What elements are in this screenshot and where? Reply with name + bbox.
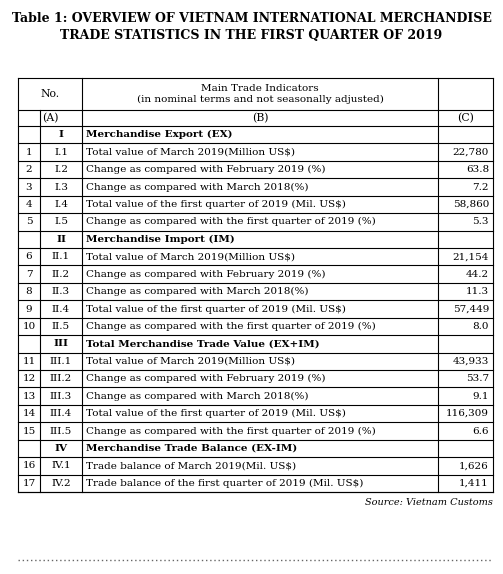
Text: Change as compared with the first quarter of 2019 (%): Change as compared with the first quarte…	[86, 426, 376, 436]
Text: (B): (B)	[252, 113, 268, 123]
Text: III: III	[53, 339, 68, 348]
Text: 21,154: 21,154	[453, 252, 489, 261]
Text: III.1: III.1	[50, 357, 72, 366]
Text: 17: 17	[22, 479, 36, 488]
Text: 22,780: 22,780	[453, 148, 489, 157]
Text: Trade balance of March 2019(Mil. US$): Trade balance of March 2019(Mil. US$)	[86, 461, 296, 470]
Text: Trade balance of the first quarter of 2019 (Mil. US$): Trade balance of the first quarter of 20…	[86, 479, 363, 488]
Text: 1: 1	[26, 148, 32, 157]
Text: Merchandise Import (IM): Merchandise Import (IM)	[86, 235, 235, 244]
Text: 5: 5	[26, 218, 32, 226]
Text: 3: 3	[26, 183, 32, 192]
Text: I.3: I.3	[54, 183, 68, 192]
Text: I.5: I.5	[54, 218, 68, 226]
Text: III.2: III.2	[50, 374, 72, 383]
Text: IV.2: IV.2	[51, 479, 71, 488]
Text: II.1: II.1	[52, 252, 70, 261]
Text: 2: 2	[26, 165, 32, 174]
Text: 11.3: 11.3	[466, 287, 489, 296]
Text: 53.7: 53.7	[466, 374, 489, 383]
Text: 5.3: 5.3	[472, 218, 489, 226]
Text: Change as compared with February 2019 (%): Change as compared with February 2019 (%…	[86, 374, 325, 383]
Text: Change as compared with March 2018(%): Change as compared with March 2018(%)	[86, 391, 308, 401]
Text: 57,449: 57,449	[453, 304, 489, 313]
Text: 14: 14	[22, 409, 36, 418]
Text: I.1: I.1	[54, 148, 68, 157]
Text: 9: 9	[26, 304, 32, 313]
Text: III.4: III.4	[50, 409, 72, 418]
Text: 7: 7	[26, 270, 32, 278]
Text: Total value of the first quarter of 2019 (Mil. US$): Total value of the first quarter of 2019…	[86, 409, 346, 418]
Text: Merchandise Export (EX): Merchandise Export (EX)	[86, 130, 232, 139]
Text: Change as compared with the first quarter of 2019 (%): Change as compared with the first quarte…	[86, 218, 376, 226]
Text: Source: Vietnam Customs: Source: Vietnam Customs	[365, 498, 493, 507]
Text: Total value of March 2019(Million US$): Total value of March 2019(Million US$)	[86, 357, 295, 366]
Text: 63.8: 63.8	[466, 165, 489, 174]
Text: 1,626: 1,626	[459, 461, 489, 470]
Text: Total Merchandise Trade Value (EX+IM): Total Merchandise Trade Value (EX+IM)	[86, 339, 319, 348]
Text: 1,411: 1,411	[459, 479, 489, 488]
Text: Change as compared with March 2018(%): Change as compared with March 2018(%)	[86, 183, 308, 192]
Text: III.5: III.5	[50, 426, 72, 436]
Text: IV: IV	[54, 444, 67, 453]
Text: II: II	[56, 235, 66, 244]
Text: II.5: II.5	[52, 322, 70, 331]
Text: 8.0: 8.0	[472, 322, 489, 331]
Text: 4: 4	[26, 200, 32, 209]
Text: 7.2: 7.2	[472, 183, 489, 192]
Text: 9.1: 9.1	[472, 391, 489, 401]
Text: 58,860: 58,860	[453, 200, 489, 209]
Text: 10: 10	[22, 322, 36, 331]
Text: Change as compared with the first quarter of 2019 (%): Change as compared with the first quarte…	[86, 322, 376, 331]
Text: Main Trade Indicators
(in nominal terms and not seasonally adjusted): Main Trade Indicators (in nominal terms …	[136, 84, 383, 104]
Text: 16: 16	[22, 461, 36, 470]
Text: Total value of the first quarter of 2019 (Mil. US$): Total value of the first quarter of 2019…	[86, 200, 346, 209]
Text: 11: 11	[22, 357, 36, 366]
Text: 12: 12	[22, 374, 36, 383]
Text: I: I	[58, 130, 63, 139]
Text: Table 1: OVERVIEW OF VIETNAM INTERNATIONAL MERCHANDISE
TRADE STATISTICS IN THE F: Table 1: OVERVIEW OF VIETNAM INTERNATION…	[12, 12, 491, 42]
Text: (C): (C)	[457, 113, 474, 123]
Text: II.3: II.3	[52, 287, 70, 296]
Text: Change as compared with February 2019 (%): Change as compared with February 2019 (%…	[86, 270, 325, 279]
Text: Change as compared with February 2019 (%): Change as compared with February 2019 (%…	[86, 165, 325, 174]
Text: No.: No.	[40, 89, 59, 99]
Text: Change as compared with March 2018(%): Change as compared with March 2018(%)	[86, 287, 308, 296]
Text: I.2: I.2	[54, 165, 68, 174]
Text: III.3: III.3	[50, 391, 72, 401]
Text: 6: 6	[26, 252, 32, 261]
Text: 116,309: 116,309	[446, 409, 489, 418]
Text: 8: 8	[26, 287, 32, 296]
Text: 6.6: 6.6	[472, 426, 489, 436]
Text: Merchandise Trade Balance (EX-IM): Merchandise Trade Balance (EX-IM)	[86, 444, 297, 453]
Text: II.2: II.2	[52, 270, 70, 278]
Text: II.4: II.4	[52, 304, 70, 313]
Text: 13: 13	[22, 391, 36, 401]
Text: IV.1: IV.1	[51, 461, 71, 470]
Text: Total value of the first quarter of 2019 (Mil. US$): Total value of the first quarter of 2019…	[86, 304, 346, 313]
Text: 15: 15	[22, 426, 36, 436]
Text: (A): (A)	[42, 113, 58, 123]
Text: Total value of March 2019(Million US$): Total value of March 2019(Million US$)	[86, 148, 295, 157]
Text: I.4: I.4	[54, 200, 68, 209]
Text: 43,933: 43,933	[453, 357, 489, 366]
Text: Total value of March 2019(Million US$): Total value of March 2019(Million US$)	[86, 252, 295, 261]
Text: 44.2: 44.2	[466, 270, 489, 278]
